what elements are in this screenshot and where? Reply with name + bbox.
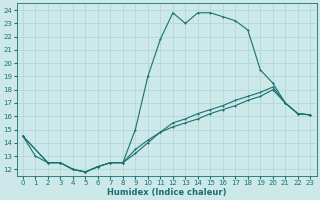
- X-axis label: Humidex (Indice chaleur): Humidex (Indice chaleur): [107, 188, 226, 197]
